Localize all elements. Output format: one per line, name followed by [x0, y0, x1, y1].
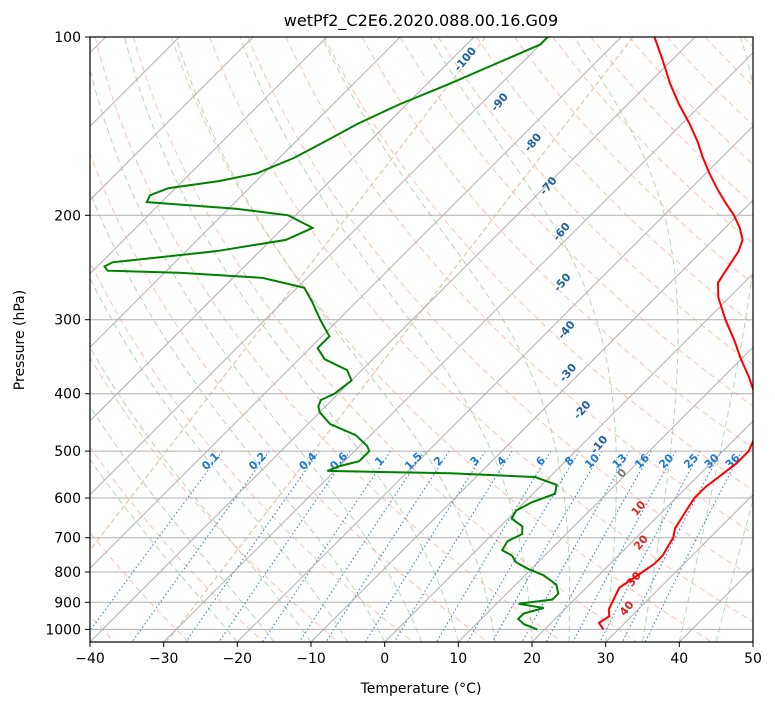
y-tick-label: 500 [54, 444, 81, 460]
x-axis-ticks: −40 −30 −20 −10 0 10 20 30 40 50 [75, 642, 762, 667]
dry-adiabat [437, 37, 753, 366]
dry-adiabat [399, 37, 753, 407]
x-tick-label: 10 [449, 651, 467, 667]
dry-adiabats [90, 37, 753, 642]
lcl-curves [90, 37, 634, 642]
moist-adiabat [124, 37, 459, 642]
y-tick-label: 400 [54, 387, 81, 403]
x-tick-label: −10 [296, 651, 326, 667]
dewpoint-line [102, 37, 560, 631]
profiles [102, 37, 753, 631]
x-tick-label: 20 [523, 651, 541, 667]
dry-adiabat [94, 37, 563, 642]
y-tick-label: 800 [54, 565, 81, 581]
isotherm-gridline [310, 199, 753, 642]
dry-adiabat [132, 37, 638, 642]
isotherm-gridline [90, 37, 254, 201]
isotherm-gridline [163, 51, 753, 642]
dry-adiabat [90, 260, 414, 642]
isotherm-gridline [457, 346, 753, 642]
moist-adiabat [715, 498, 753, 642]
y-tick-label: 100 [54, 30, 81, 46]
mixing-ratio-line [435, 450, 552, 642]
moist-adiabat [321, 37, 571, 642]
mixing-ratio-line [572, 450, 677, 642]
y-tick-label: 600 [54, 491, 81, 507]
plot-area [90, 37, 753, 642]
moist-adiabat [239, 37, 533, 642]
mixing-ratio-line [621, 450, 722, 642]
dry-adiabat [285, 37, 753, 535]
dry-adiabat [171, 37, 712, 642]
y-axis-ticks: 100 200 300 400 500 600 700 800 900 1000 [45, 30, 90, 638]
isotherm-gridline [90, 37, 696, 642]
mixing-ratio-line [393, 450, 513, 642]
lcl-curve [90, 37, 487, 552]
moist-adiabat [678, 37, 753, 642]
mixing-ratio-line [131, 450, 270, 642]
y-tick-label: 1000 [45, 622, 81, 638]
dry-adiabat [209, 37, 753, 623]
isotherm-gridline [605, 493, 753, 642]
mixing-ratio-line [599, 450, 701, 642]
moist-adiabat [90, 67, 422, 642]
isobar-gridlines [90, 37, 753, 630]
isotherm-gridline [90, 37, 328, 275]
y-tick-label: 300 [54, 313, 81, 329]
dry-adiabat [590, 37, 753, 205]
mixing-ratio-lines [90, 450, 743, 642]
mixing-ratio-line [545, 450, 653, 642]
chart-title: wetPf2_C2E6.2020.088.00.16.G09 [284, 11, 558, 31]
moist-adiabats [90, 37, 753, 642]
moist-adiabat [573, 37, 679, 642]
isotherm-gridline [90, 37, 549, 496]
background-lines [90, 37, 753, 642]
y-tick-label: 700 [54, 531, 81, 547]
mixing-ratio-line [218, 450, 351, 642]
isotherm-gridline [236, 125, 753, 642]
lcl-curve [165, 37, 634, 642]
plot-frame [89, 36, 754, 643]
isotherm-gridline [90, 37, 622, 570]
mixing-ratio-line [185, 450, 320, 642]
moist-adiabat [429, 37, 617, 642]
isotherm-gridline [531, 420, 753, 642]
mixing-ratio-line [467, 450, 580, 642]
y-tick-label: 200 [54, 208, 81, 224]
dry-adiabat [323, 37, 753, 491]
moist-adiabat [90, 458, 238, 642]
y-tick-label: 900 [54, 595, 81, 611]
x-tick-label: 0 [380, 651, 389, 667]
mixing-ratio-line [364, 450, 486, 642]
x-tick-label: −20 [223, 651, 253, 667]
isotherm-gridline [90, 37, 401, 349]
y-axis-title: Pressure (hPa) [12, 290, 28, 390]
isotherm-gridlines [90, 37, 753, 642]
dry-adiabat [247, 37, 753, 578]
x-tick-label: 30 [597, 651, 615, 667]
x-tick-label: −30 [149, 651, 179, 667]
dry-adiabat [90, 356, 339, 642]
temperature-line [597, 37, 753, 630]
moist-adiabat [175, 37, 496, 642]
x-tick-label: −40 [75, 651, 105, 667]
isotherm-gridline [90, 37, 475, 422]
mixing-ratio-line [491, 450, 603, 642]
x-axis-title: Temperature (°C) [360, 681, 482, 697]
x-tick-label: 40 [670, 651, 688, 667]
dry-adiabat [90, 446, 264, 642]
isotherm-gridline [384, 272, 753, 642]
dry-adiabat [552, 37, 753, 245]
mixing-ratio-line [521, 450, 630, 642]
x-tick-label: 50 [744, 651, 762, 667]
